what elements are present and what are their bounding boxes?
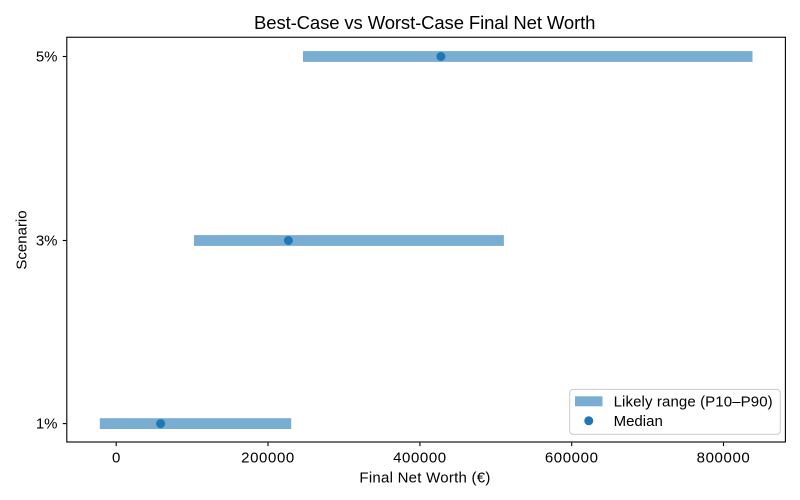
svg-text:600000: 600000 [545,449,599,466]
svg-text:Scenario: Scenario [13,210,30,269]
svg-text:400000: 400000 [393,449,447,466]
svg-text:5%: 5% [36,49,58,66]
svg-text:Best-Case vs Worst-Case Final: Best-Case vs Worst-Case Final Net Worth [254,12,595,33]
svg-text:200000: 200000 [241,449,295,466]
svg-text:3%: 3% [36,233,58,250]
svg-text:800000: 800000 [697,449,751,466]
svg-text:0: 0 [112,449,120,466]
svg-text:Median: Median [614,413,663,430]
svg-text:Final Net Worth (€): Final Net Worth (€) [359,470,490,487]
svg-text:Likely range (P10–P90): Likely range (P10–P90) [614,393,773,410]
svg-text:1%: 1% [36,416,58,433]
